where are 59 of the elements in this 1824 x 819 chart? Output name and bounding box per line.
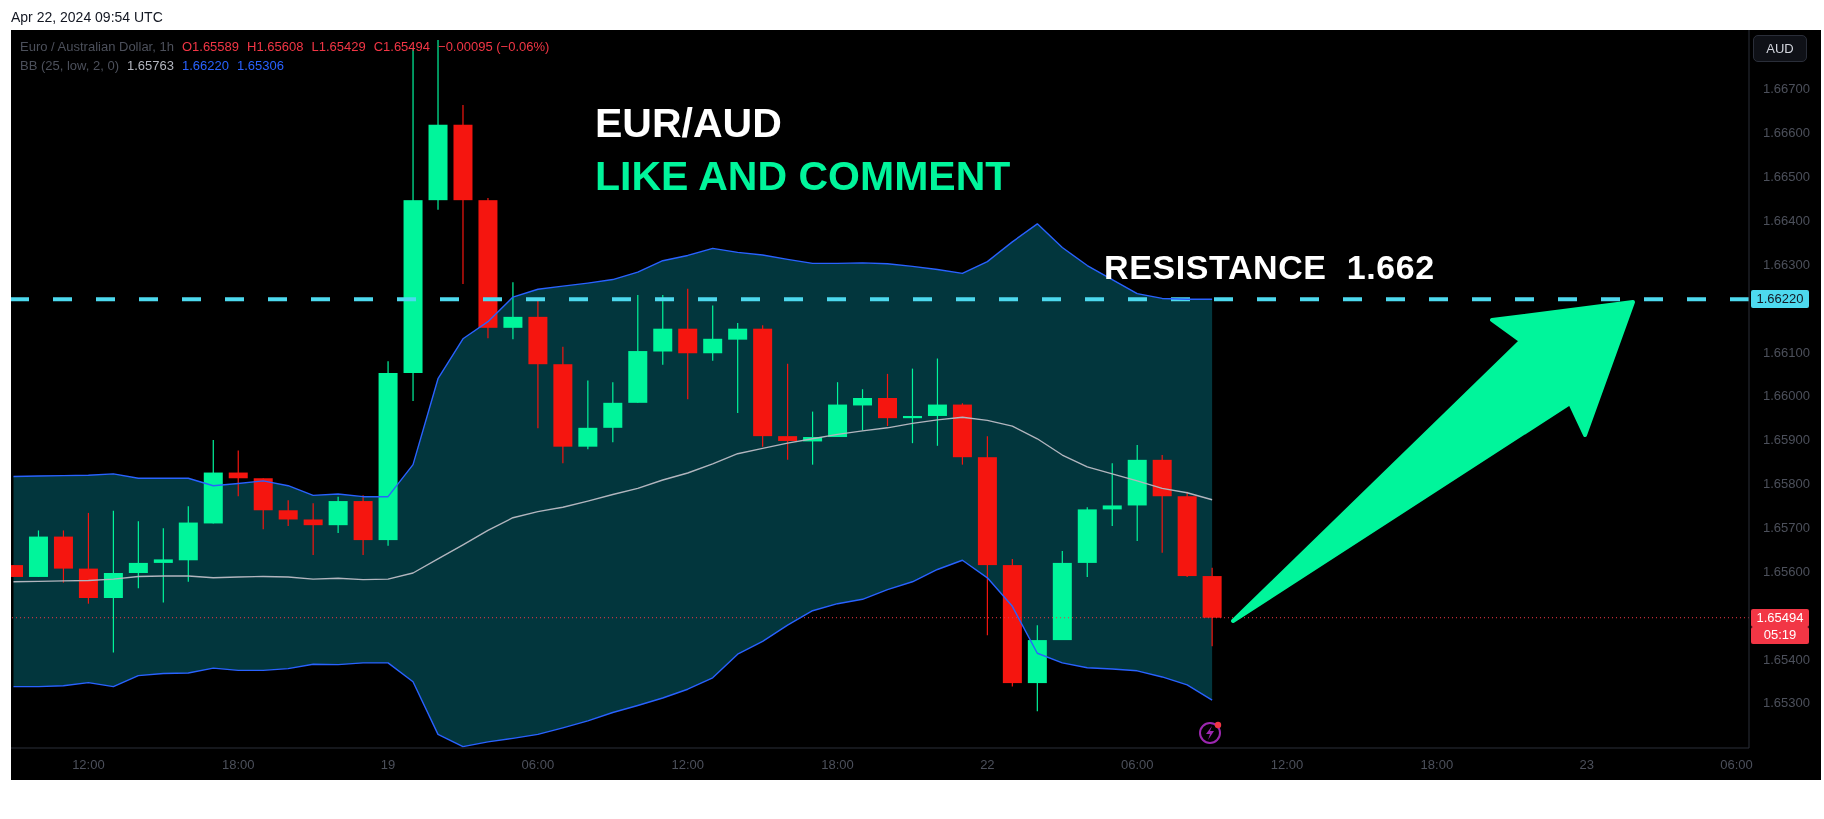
x-tick-label: 22 [980,757,995,773]
y-tick-label: 1.65400 [1763,651,1810,667]
candlestick [853,388,873,432]
candlestick [1102,462,1122,527]
line-series [12,416,1213,583]
text: LIKE AND COMMENT [595,153,1011,199]
text: Apr 22, 2024 09:54 UTC [11,9,163,25]
y-tick-label: 1.65800 [1763,476,1810,492]
candlestick [728,322,748,414]
x-tick-label: 18:00 [821,757,854,773]
annotation: H1.65608 [247,39,304,55]
y-tick-label: 1.66100 [1763,344,1810,360]
x-tick-label: 12:00 [72,757,105,773]
candlestick [653,294,673,366]
y-tick-label: 1.65300 [1763,695,1810,711]
y-tick-label: 1.66400 [1763,212,1810,228]
x-tick-label: 06:00 [1120,757,1154,773]
y-tick-label: 1.65600 [1763,563,1810,579]
candlestick [578,379,598,450]
candlestick [703,304,723,362]
x-tick-label: 23 [1579,757,1594,773]
y-tick-label: 1.66700 [1763,81,1810,97]
text: 05:19 [1751,626,1809,644]
y-tick-label: 1.66300 [1763,256,1810,272]
y-tick-label: 1.65700 [1763,520,1810,535]
x-tick-label: 18:00 [1420,757,1454,773]
x-tick-label: 19 [380,757,396,773]
annotation: L1.65429 [311,39,366,55]
candlestick [128,520,148,589]
annotation: 1.65306 [237,58,284,74]
y-tick-label: 1.65900 [1763,432,1810,448]
candlestick [927,357,947,447]
line-series [12,559,1213,748]
ref-line-label: 1.65494 [1751,608,1809,627]
annotation: 1.66220 [182,58,229,74]
currency-button: AUD [1753,35,1807,62]
y-tick-label: 1.66000 [1763,388,1810,404]
candlestick [153,527,173,603]
y-tick-label: 1.66500 [1763,169,1810,185]
text: EUR/AUD [595,100,782,146]
x-tick-label: 18:00 [221,757,255,773]
x-tick-label: 06:00 [1720,757,1753,773]
ref-line-label: 1.66220 [1751,290,1809,309]
annotation: O1.65589 [181,39,240,55]
annotation: Euro / Australian Dollar, 1h [20,39,174,55]
annotation: 1.65763 [127,58,174,74]
candlestick [278,499,298,527]
annotation: RESISTANCE 1.662 [1104,248,1435,287]
x-tick-label: 12:00 [1270,757,1304,773]
candlestick [778,363,798,461]
annotation: C1.65494 [373,39,431,55]
x-tick-label: 06:00 [521,757,555,773]
candlestick [878,373,897,427]
candlestick [902,368,922,444]
candlestick [503,281,523,340]
y-tick-label: 1.66600 [1763,125,1810,141]
annotation: BB (25, low, 2, 0) [20,58,119,74]
x-tick-label: 12:00 [671,757,704,773]
candlestick [303,502,323,556]
